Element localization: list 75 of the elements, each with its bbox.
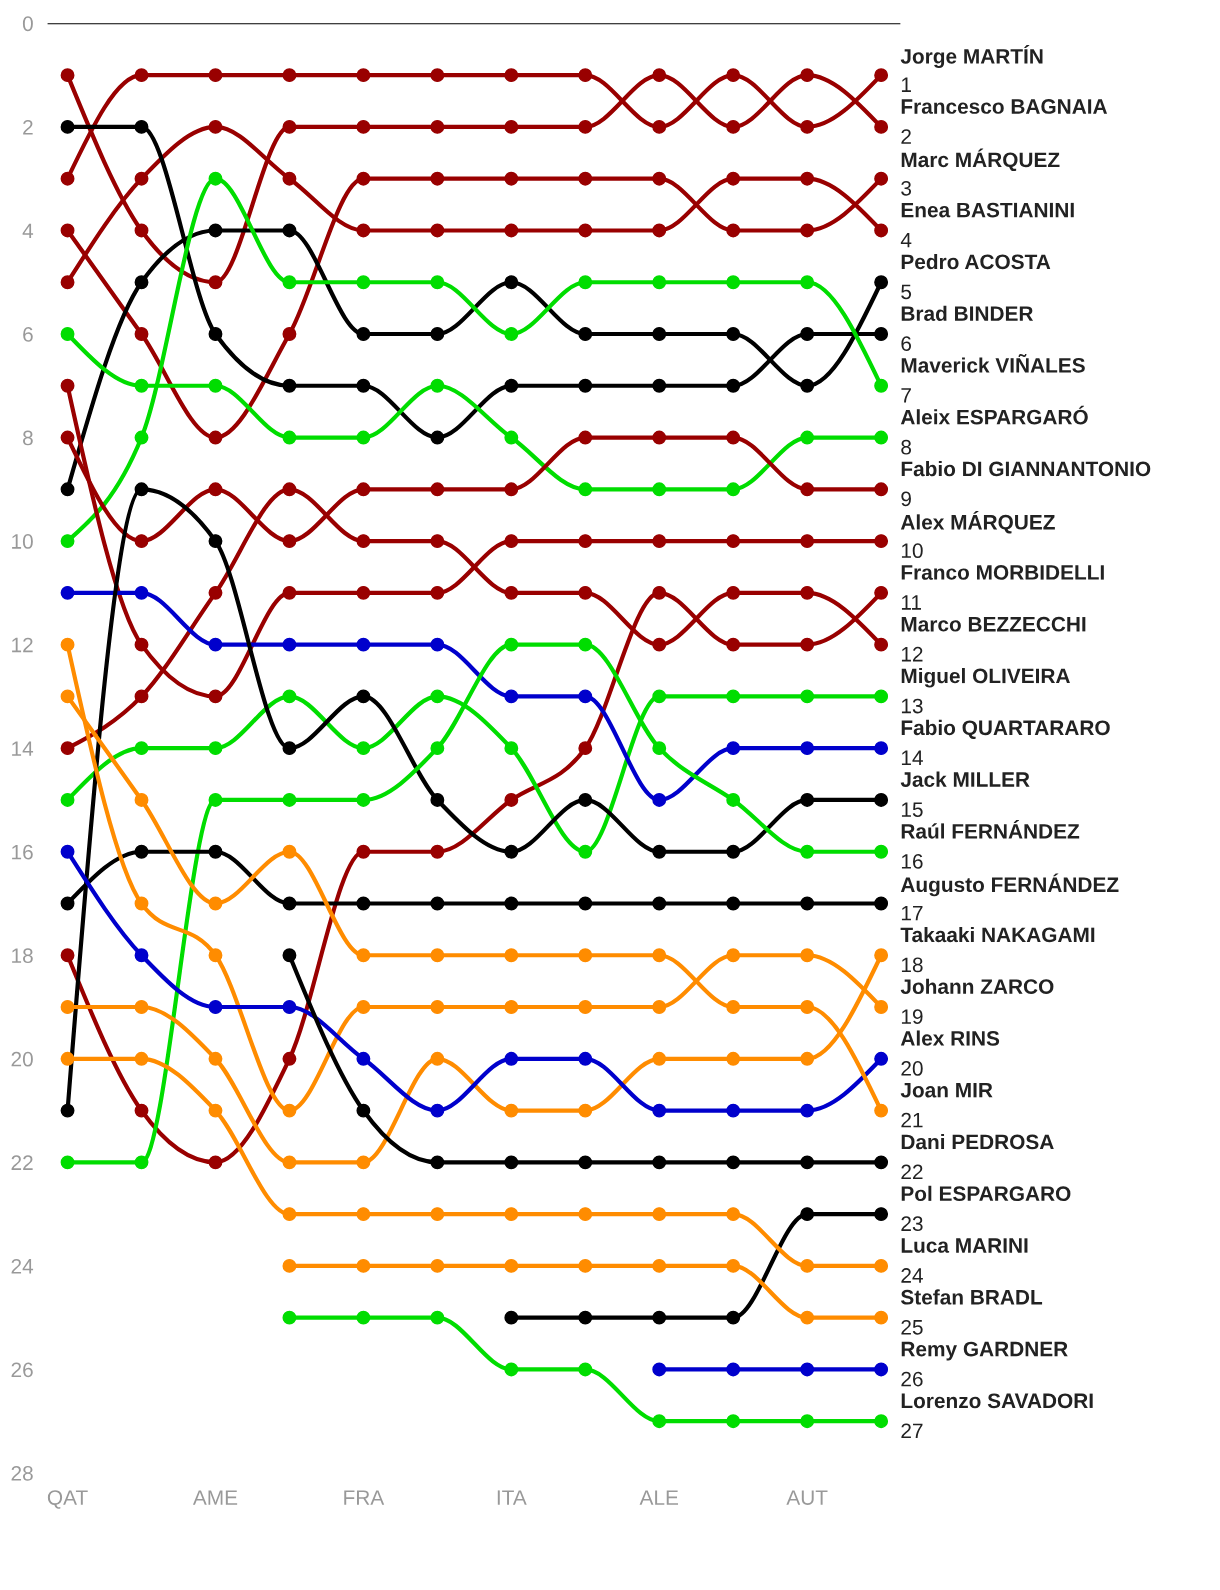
data-label: 6 [901, 336, 912, 351]
series-label: Aleix ESPARGARÓ [900, 405, 1088, 425]
y-tick-label: 20 [11, 1051, 33, 1067]
data-label: 15 [901, 802, 923, 817]
data-label: 8 [901, 439, 912, 455]
y-tick-label: 12 [12, 637, 33, 653]
series-label: Marc MÁRQUEZ [901, 148, 1060, 172]
data-label: 23 [901, 1216, 923, 1232]
data-label: 12 [901, 646, 923, 662]
series-label: Remy GARDNER [901, 1341, 1068, 1361]
x-tick-label: AME [192, 1490, 238, 1505]
data-label: 9 [901, 491, 911, 507]
data-label: 19 [901, 1009, 923, 1025]
series-label: Lorenzo SAVADORI [901, 1393, 1093, 1409]
series-label: Enea BASTIANINI [901, 202, 1074, 218]
series-label: Alex MÁRQUEZ [900, 510, 1055, 534]
y-tick-label: 10 [12, 534, 33, 549]
data-label: 13 [901, 698, 923, 714]
data-label: 5 [901, 284, 912, 300]
series-label: Fabio QUARTARARO [901, 719, 1110, 740]
series-label: Augusto FERNÁNDEZ [900, 873, 1119, 897]
series-label: Takaaki NAKAGAMI [900, 926, 1095, 943]
series-label: Stefan BRADL [900, 1289, 1043, 1305]
series-label: Pedro ACOSTA [901, 253, 1051, 270]
data-label: 18 [901, 957, 923, 973]
y-tick-label: 28 [11, 1465, 33, 1481]
series-label: Alex RINS [900, 1030, 1000, 1046]
series-label: Pol ESPARGARO [901, 1185, 1071, 1202]
data-label: 24 [901, 1268, 923, 1283]
series-label: Francesco BAGNAIA [901, 99, 1108, 114]
data-label: 11 [901, 595, 921, 610]
y-tick-label: 2 [23, 119, 33, 135]
data-label: 14 [901, 750, 923, 765]
y-tick-label: 14 [12, 741, 34, 756]
x-tick-label: QAT [47, 1490, 88, 1509]
x-tick-label: ITA [497, 1490, 527, 1505]
y-tick-label: 8 [23, 430, 33, 446]
series-label: Joan MIR [900, 1082, 993, 1098]
data-label: 20 [901, 1061, 923, 1076]
y-tick-label: 24 [11, 1258, 34, 1274]
y-tick-label: 16 [12, 844, 33, 860]
y-tick-label: 22 [11, 1155, 33, 1170]
data-label: 25 [901, 1319, 923, 1335]
series-label: Fabio DI GIANNANTONIO [901, 460, 1151, 477]
data-label: 4 [900, 232, 912, 248]
x-tick-label: FRA [344, 1490, 385, 1505]
data-label: 7 [901, 388, 911, 403]
series-label: Luca MARINI [901, 1238, 1028, 1253]
series-label: Jorge MARTÍN [900, 45, 1043, 68]
series-label: Franco MORBIDELLI [901, 565, 1104, 580]
x-tick-label: AUT [786, 1490, 828, 1505]
series-label: Jack MILLER [900, 771, 1030, 787]
series-label: Miguel OLIVEIRA [901, 668, 1070, 688]
data-label: 22 [901, 1164, 923, 1180]
data-label: 2 [901, 129, 911, 144]
data-label: 17 [901, 905, 923, 921]
y-tick-label: 6 [23, 327, 33, 342]
y-tick-label: 26 [11, 1362, 33, 1378]
data-label: 27 [901, 1423, 923, 1438]
series-label: Raúl FERNÁNDEZ [901, 820, 1080, 839]
series-label: Marco BEZZECCHI [901, 616, 1086, 632]
data-label: 26 [901, 1371, 923, 1387]
data-label: 1 [901, 77, 911, 92]
series-label: Maverick VIÑALES [901, 353, 1085, 373]
y-tick-label: 18 [12, 948, 33, 964]
series-label: Johann ZARCO [900, 978, 1054, 994]
data-label: 16 [901, 853, 923, 869]
series-label: Brad BINDER [901, 305, 1034, 321]
data-label: 21 [901, 1112, 923, 1128]
y-tick-label: 4 [22, 223, 34, 239]
data-label: 3 [901, 180, 912, 196]
x-tick-label: ALE [639, 1490, 679, 1505]
data-label: 10 [901, 543, 923, 559]
y-tick-label: 0 [22, 16, 33, 32]
series-label: Dani PEDROSA [901, 1134, 1054, 1150]
